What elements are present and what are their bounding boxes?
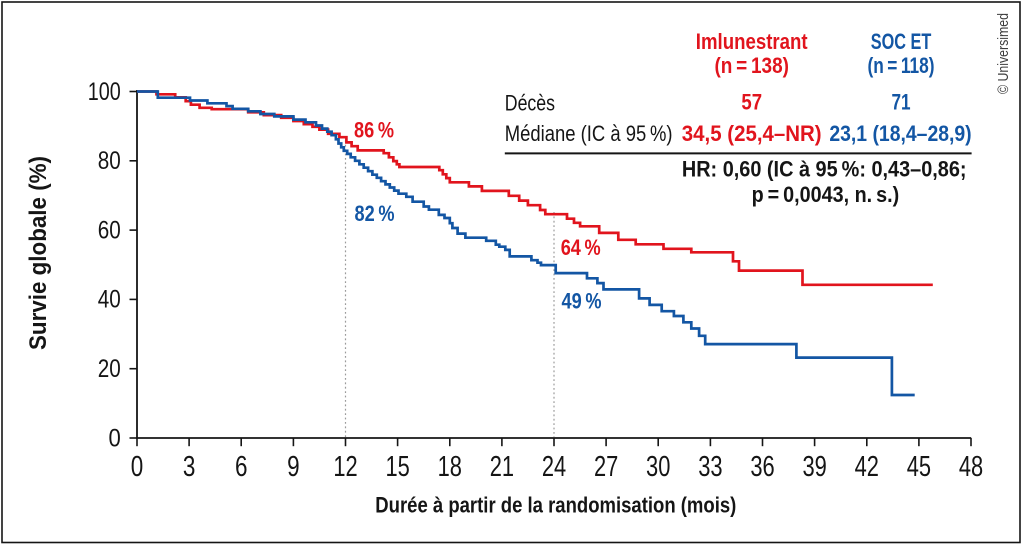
svg-text:48: 48 [959, 451, 983, 483]
svg-text:30: 30 [646, 451, 670, 483]
svg-text:86 %: 86 % [354, 118, 394, 143]
svg-text:100: 100 [88, 78, 121, 106]
svg-text:3: 3 [183, 451, 196, 483]
svg-text:33: 33 [698, 451, 722, 483]
svg-text:45: 45 [907, 451, 931, 483]
svg-text:23,1 (18,4–28,9): 23,1 (18,4–28,9) [829, 121, 971, 146]
svg-text:9: 9 [287, 451, 300, 483]
svg-text:(n = 138): (n = 138) [714, 53, 789, 78]
svg-text:34,5 (25,4–NR): 34,5 (25,4–NR) [682, 121, 822, 146]
svg-text:(n = 118): (n = 118) [868, 53, 935, 78]
svg-text:© Universimed: © Universimed [995, 13, 1012, 94]
svg-text:20: 20 [98, 355, 121, 383]
svg-text:40: 40 [98, 286, 121, 314]
svg-text:57: 57 [741, 89, 762, 114]
svg-text:64 %: 64 % [561, 235, 601, 260]
svg-text:27: 27 [594, 451, 618, 483]
svg-text:42: 42 [855, 451, 879, 483]
svg-text:82 %: 82 % [355, 201, 395, 226]
svg-text:Survie globale (%): Survie globale (%) [25, 156, 52, 350]
svg-text:HR: 0,60 (IC à 95 %: 0,43–0,86: HR: 0,60 (IC à 95 %: 0,43–0,86; [682, 157, 967, 182]
svg-text:SOC ET: SOC ET [871, 29, 932, 54]
svg-text:49 %: 49 % [562, 289, 602, 314]
svg-text:39: 39 [802, 451, 826, 483]
svg-text:0: 0 [131, 451, 144, 483]
svg-text:80: 80 [98, 147, 121, 175]
svg-text:p = 0,0043, n. s.): p = 0,0043, n. s.) [752, 182, 900, 207]
svg-text:36: 36 [750, 451, 774, 483]
svg-text:Décès: Décès [505, 91, 555, 116]
svg-text:15: 15 [385, 451, 409, 483]
svg-text:21: 21 [490, 451, 514, 483]
svg-text:0: 0 [109, 424, 121, 452]
svg-text:Durée à partir de la randomisa: Durée à partir de la randomisation (mois… [375, 493, 736, 518]
svg-text:Imlunestrant: Imlunestrant [696, 29, 808, 54]
svg-text:24: 24 [542, 451, 566, 483]
svg-text:Médiane (IC à 95 %): Médiane (IC à 95 %) [505, 121, 673, 146]
svg-text:12: 12 [333, 451, 357, 483]
svg-text:18: 18 [438, 451, 462, 483]
svg-text:71: 71 [891, 89, 910, 114]
svg-text:6: 6 [235, 451, 248, 483]
svg-text:60: 60 [98, 216, 121, 244]
